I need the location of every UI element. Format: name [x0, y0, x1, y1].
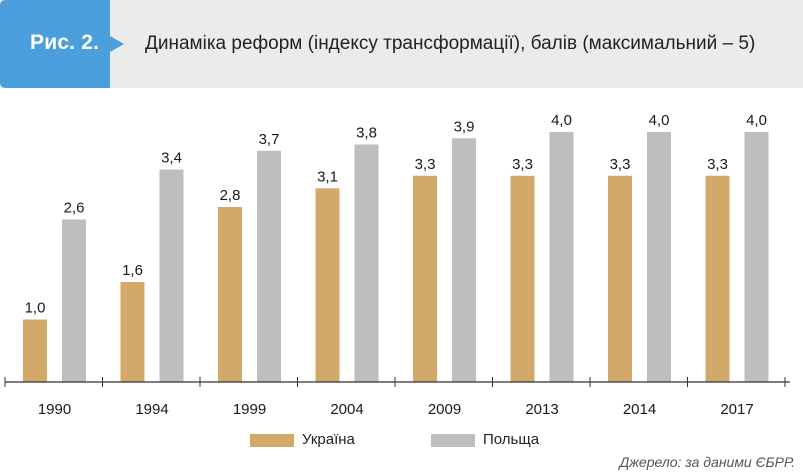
bar-poland-1994	[159, 169, 184, 382]
x-tick-label-1990: 1990	[38, 401, 71, 418]
bar-poland-1990	[62, 219, 86, 382]
data-label-ukraine-2013: 3,3	[512, 156, 533, 173]
legend-label-ukraine: Україна	[302, 431, 355, 448]
data-label-ukraine-2009: 3,3	[415, 156, 436, 173]
data-label-ukraine-2014: 3,3	[610, 156, 631, 173]
bar-ukraine-1990	[23, 319, 47, 382]
bar-ukraine-2014	[608, 175, 632, 382]
bar-poland-2004	[354, 144, 379, 382]
bar-poland-2013	[549, 132, 574, 382]
legend-swatch-ukraine	[250, 434, 294, 447]
source-note: Джерело: за даними ЄБРР.	[619, 454, 795, 470]
data-label-poland-2013: 4,0	[551, 112, 572, 129]
x-tick-label-2013: 2013	[525, 401, 558, 418]
legend-label-poland: Польща	[483, 431, 540, 448]
bar-ukraine-1994	[120, 282, 145, 382]
bar-poland-2009	[452, 138, 476, 382]
data-label-poland-2009: 3,9	[454, 118, 475, 135]
bar-chart: 1,0 2,6 1990 1,6 3,4 1994 2,8 3,7 1999 3,1 3,8 2004…	[4, 112, 790, 418]
data-label-poland-1990: 2,6	[64, 200, 85, 217]
legend-swatch-poland	[431, 434, 475, 447]
bar-poland-2014	[647, 132, 671, 382]
x-tick-label-2009: 2009	[428, 401, 461, 418]
header-band	[0, 0, 803, 88]
x-tick-label-2004: 2004	[330, 401, 363, 418]
bar-poland-2017	[744, 132, 769, 382]
data-label-ukraine-1999: 2,8	[220, 187, 241, 204]
figure-badge: Рис. 2.	[0, 0, 128, 88]
data-label-poland-2017: 4,0	[746, 112, 767, 129]
bar-poland-1999	[257, 150, 281, 382]
chart-title: Динаміка реформ (індексу трансформації),…	[145, 33, 756, 54]
x-tick-label-1999: 1999	[233, 401, 266, 418]
bar-ukraine-1999	[218, 207, 242, 382]
data-label-poland-1994: 3,4	[161, 150, 182, 167]
data-label-ukraine-1994: 1,6	[122, 262, 143, 279]
bar-ukraine-2004	[315, 188, 340, 382]
bar-ukraine-2017	[705, 175, 730, 382]
figure-label: Рис. 2.	[30, 31, 100, 54]
data-label-ukraine-2017: 3,3	[707, 156, 728, 173]
x-tick-label-2014: 2014	[623, 401, 656, 418]
data-label-ukraine-2004: 3,1	[317, 168, 338, 185]
data-label-poland-1999: 3,7	[259, 131, 280, 148]
bar-ukraine-2013	[510, 175, 535, 382]
x-tick-label-2017: 2017	[720, 401, 753, 418]
data-label-ukraine-1990: 1,0	[25, 300, 46, 317]
data-label-poland-2014: 4,0	[649, 112, 670, 129]
bar-ukraine-2009	[413, 175, 437, 382]
x-tick-label-1994: 1994	[135, 401, 168, 418]
data-label-poland-2004: 3,8	[356, 125, 377, 142]
